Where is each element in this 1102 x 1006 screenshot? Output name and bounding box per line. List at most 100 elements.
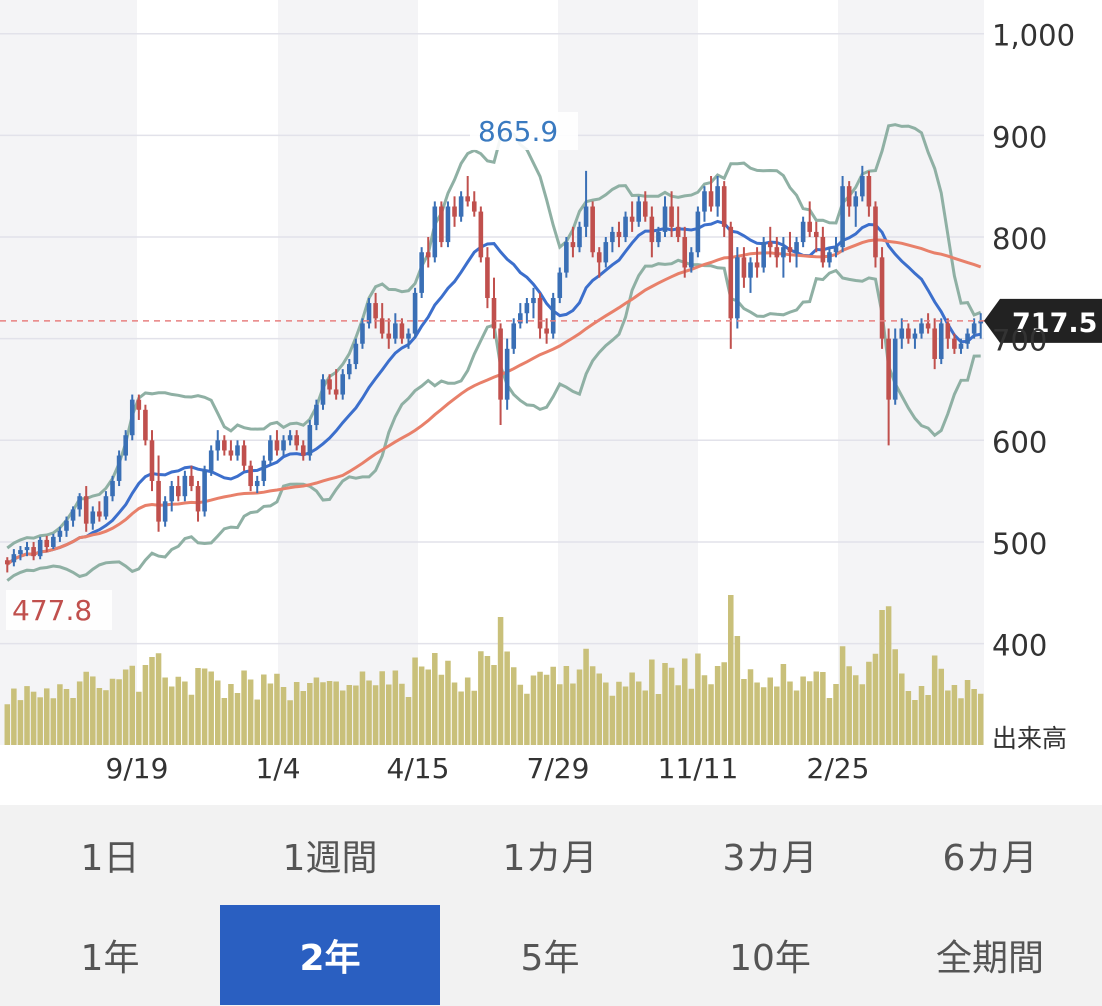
candle-body: [860, 176, 865, 197]
volume-bar: [57, 684, 63, 745]
period-button-10y[interactable]: 10年: [729, 938, 811, 979]
volume-bar: [800, 676, 806, 745]
candle-body: [386, 333, 392, 339]
period-button-2y[interactable]: 2年: [220, 905, 440, 1005]
volume-bar: [63, 689, 70, 745]
candle-body: [208, 450, 214, 471]
period-button-all[interactable]: 全期間: [935, 938, 1044, 979]
candle-body: [577, 226, 582, 248]
volume-bar: [254, 699, 260, 745]
volume-bar: [596, 673, 602, 745]
volume-bar: [168, 686, 175, 745]
volume-bar: [307, 683, 313, 745]
candle-body: [11, 554, 17, 563]
volume-bar: [780, 664, 787, 745]
volume-bar: [195, 668, 201, 745]
period-button-1w[interactable]: 1週間: [282, 838, 378, 879]
period-button-3m[interactable]: 3カ月: [722, 838, 818, 879]
volume-bar: [149, 657, 155, 745]
volume-bar: [313, 677, 320, 745]
volume-bar: [247, 679, 254, 745]
candle-body: [919, 323, 924, 334]
candle-body: [833, 247, 839, 253]
volume-bar: [635, 681, 642, 745]
candle-body: [945, 323, 951, 339]
background-band: [558, 0, 698, 745]
volume-bar: [616, 681, 622, 745]
candle-body: [958, 343, 964, 349]
x-tick-label: 11/11: [658, 752, 739, 785]
volume-bar: [557, 684, 563, 745]
volume-bar: [879, 610, 885, 745]
candle-body: [689, 252, 694, 268]
candle-body: [952, 338, 957, 349]
volume-bar: [899, 673, 905, 745]
candle-body: [971, 323, 977, 334]
period-button-5y[interactable]: 5年: [520, 938, 580, 979]
volume-bar: [300, 691, 307, 745]
candle-body: [708, 191, 714, 207]
candle-body: [649, 216, 655, 243]
volume-bar: [958, 698, 964, 745]
period-button-6m[interactable]: 6カ月: [942, 838, 1038, 879]
volume-bar: [609, 695, 616, 745]
candle-body: [564, 242, 569, 273]
background-band: [137, 0, 278, 745]
volume-bar: [478, 651, 484, 745]
volume-bar: [675, 685, 681, 745]
volume-bar: [885, 606, 892, 745]
candle-body: [899, 328, 905, 339]
candle-body: [623, 216, 628, 237]
volume-bar: [662, 663, 668, 745]
volume-bar: [155, 653, 162, 745]
candle-body: [938, 323, 944, 359]
volume-bar: [109, 678, 116, 745]
volume-bar: [445, 660, 451, 745]
y-tick-label: 800: [992, 222, 1047, 256]
volume-bar: [570, 683, 576, 745]
candle-body: [294, 435, 299, 446]
volume-bar: [833, 684, 839, 745]
candle-body: [432, 206, 438, 258]
candle-body: [925, 323, 931, 329]
candle-body: [248, 465, 253, 487]
volume-bar: [734, 636, 741, 745]
candle-body: [807, 221, 813, 232]
x-tick-label: 7/29: [527, 752, 590, 785]
candle-body: [471, 201, 477, 212]
volume-bar: [497, 617, 504, 745]
volume-bar: [11, 688, 17, 745]
candle-body: [518, 313, 523, 324]
volume-bar: [964, 680, 971, 745]
candle-body: [537, 297, 543, 329]
period-button-1y[interactable]: 1年: [80, 938, 140, 979]
max-price-label: 865.9: [478, 115, 558, 148]
volume-bar: [708, 684, 714, 745]
volume-bar: [510, 667, 517, 745]
volume-bar: [405, 697, 412, 745]
candle-body: [445, 206, 451, 243]
candle-body: [642, 201, 648, 217]
period-selector: 1日 1週間 1カ月 3カ月 6カ月 1年 2年 5年 10年 全期間: [0, 805, 1102, 1006]
candle-body: [596, 252, 602, 263]
volume-bar: [386, 684, 392, 745]
period-button-1d[interactable]: 1日: [80, 838, 140, 879]
candle-body: [491, 297, 497, 329]
volume-bar: [826, 698, 833, 745]
price-chart: 717.5 865.9 477.8 400 500 600 700 800 900 1,000 9…: [0, 0, 1102, 785]
period-button-1m[interactable]: 1カ月: [502, 838, 598, 879]
candle-body: [524, 303, 530, 314]
volume-bar: [221, 698, 228, 745]
volume-bar: [866, 661, 872, 745]
candle-body: [504, 348, 510, 400]
candle-body: [24, 547, 30, 551]
volume-bar: [359, 671, 366, 745]
candle-body: [866, 176, 872, 207]
candle-body: [373, 303, 378, 319]
candle-body: [610, 231, 615, 243]
volume-bar: [175, 676, 182, 745]
min-price-label: 477.8: [12, 594, 92, 627]
volume-bar: [412, 657, 418, 745]
candle-body: [965, 333, 970, 344]
volume-bar: [188, 694, 195, 745]
